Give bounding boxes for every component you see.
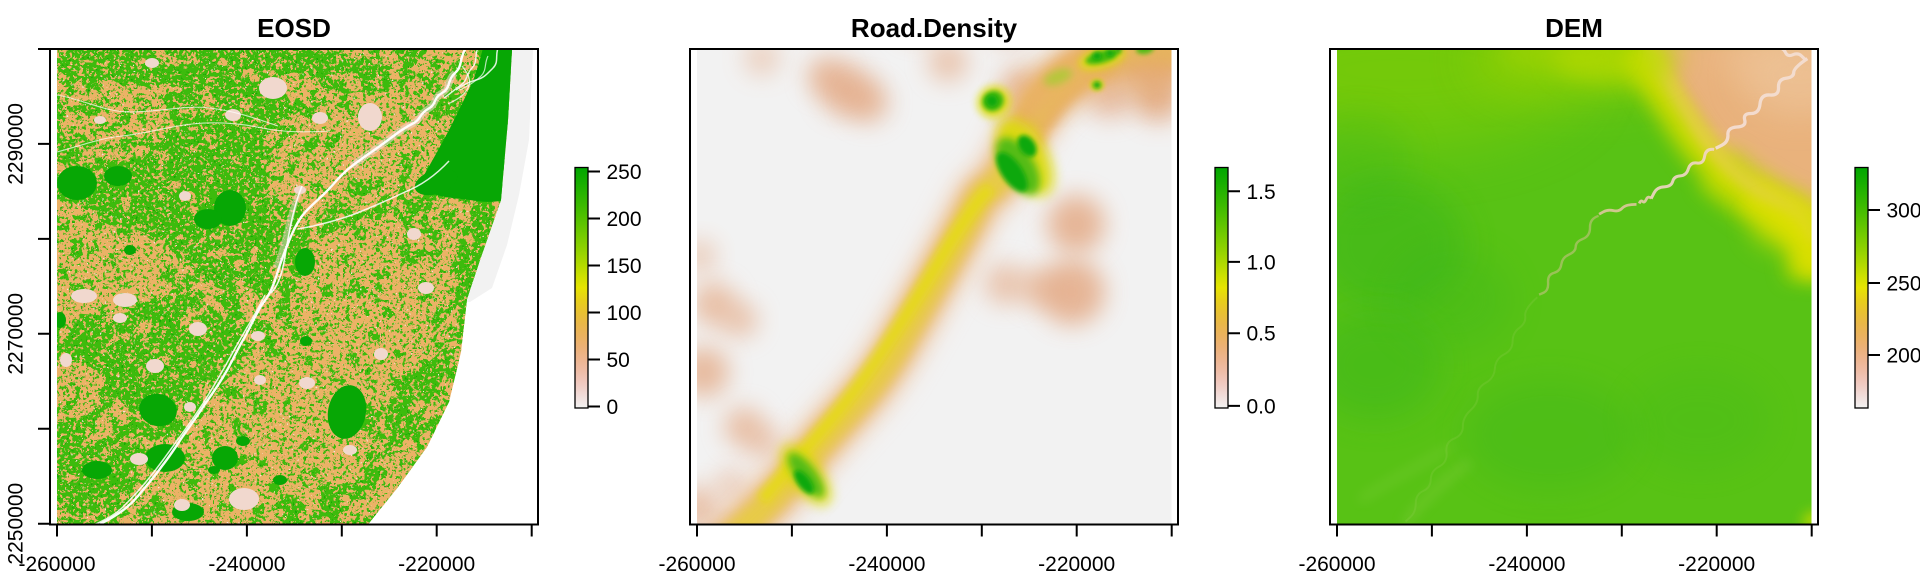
svg-text:250: 250: [1887, 273, 1920, 296]
svg-text:-220000: -220000: [1678, 553, 1755, 576]
svg-text:-220000: -220000: [1038, 553, 1115, 576]
svg-text:250: 250: [607, 161, 642, 184]
svg-text:300: 300: [1887, 200, 1920, 223]
svg-text:-240000: -240000: [848, 553, 925, 576]
svg-text:Road.Density: Road.Density: [851, 13, 1018, 43]
svg-text:1.5: 1.5: [1247, 181, 1276, 204]
svg-text:-260000: -260000: [18, 553, 95, 576]
svg-text:EOSD: EOSD: [257, 13, 331, 43]
svg-text:DEM: DEM: [1545, 13, 1603, 43]
svg-text:1.0: 1.0: [1247, 251, 1276, 274]
svg-text:100: 100: [607, 302, 642, 325]
svg-text:0: 0: [607, 396, 619, 419]
svg-text:150: 150: [607, 255, 642, 278]
svg-text:-240000: -240000: [208, 553, 285, 576]
svg-text:0.0: 0.0: [1247, 395, 1276, 418]
svg-text:2290000: 2290000: [5, 103, 28, 185]
svg-text:-220000: -220000: [398, 553, 475, 576]
svg-text:2270000: 2270000: [5, 293, 28, 375]
svg-text:0.5: 0.5: [1247, 323, 1276, 346]
svg-text:200: 200: [607, 208, 642, 231]
svg-text:-260000: -260000: [1298, 553, 1375, 576]
svg-text:200: 200: [1887, 345, 1920, 368]
svg-text:-260000: -260000: [658, 553, 735, 576]
svg-text:-240000: -240000: [1488, 553, 1565, 576]
svg-text:2250000: 2250000: [5, 483, 28, 565]
svg-text:50: 50: [607, 349, 630, 372]
